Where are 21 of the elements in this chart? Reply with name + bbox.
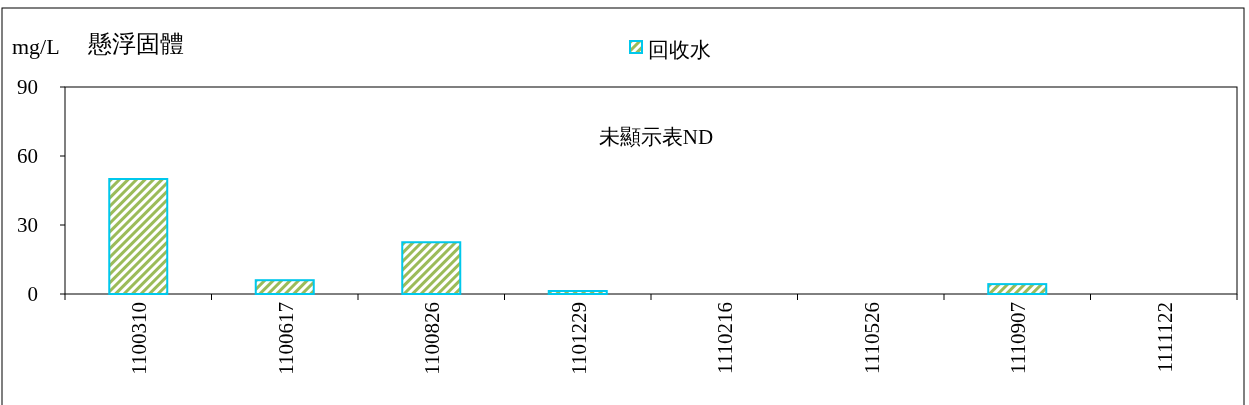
- y-axis-title: mg/L: [12, 34, 60, 59]
- x-tick-label: 1100617: [273, 302, 298, 375]
- legend-label: 回收水: [648, 38, 711, 62]
- x-tick-label: 1110216: [713, 302, 738, 374]
- annotation: 未顯示表ND: [598, 125, 714, 149]
- bar: [254, 279, 315, 295]
- x-tick-label: 1110526: [859, 302, 884, 374]
- y-tick-label: 30: [17, 213, 38, 237]
- chart-title: 懸浮固體: [87, 31, 184, 57]
- bar: [108, 178, 169, 295]
- x-tick-label: 1100310: [127, 302, 152, 375]
- bar: [547, 290, 608, 295]
- y-tick-label: 60: [17, 144, 38, 168]
- y-tick-label: 0: [27, 282, 38, 306]
- bar: [987, 283, 1048, 295]
- y-tick-label: 90: [17, 75, 38, 99]
- x-tick-label: 1111122: [1152, 302, 1177, 373]
- x-tick-label: 1101229: [566, 302, 591, 375]
- x-tick-label: 1100826: [420, 302, 445, 375]
- bar: [401, 241, 462, 295]
- x-tick-label: 1110907: [1006, 302, 1031, 374]
